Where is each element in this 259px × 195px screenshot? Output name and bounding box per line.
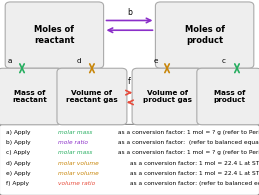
Text: a) Apply: a) Apply xyxy=(6,130,33,135)
Text: b: b xyxy=(127,8,132,17)
Text: Volume of
product gas: Volume of product gas xyxy=(142,90,192,103)
Text: d) Apply: d) Apply xyxy=(6,161,33,166)
Text: e) Apply: e) Apply xyxy=(6,171,33,176)
FancyBboxPatch shape xyxy=(132,68,202,125)
Text: molar volume: molar volume xyxy=(58,161,99,166)
Text: as a conversion factor: (refer to balanced equation coefficient).: as a conversion factor: (refer to balanc… xyxy=(127,181,259,186)
FancyBboxPatch shape xyxy=(0,124,259,195)
Text: c: c xyxy=(221,58,225,64)
Text: as a conversion factor: 1 mol = ? g (refer to Periodic table).: as a conversion factor: 1 mol = ? g (ref… xyxy=(116,150,259,155)
Text: c) Apply: c) Apply xyxy=(6,150,32,155)
Text: molar volume: molar volume xyxy=(58,171,99,176)
Text: as a conversion factor: 1 mol = 22.4 L at STP.: as a conversion factor: 1 mol = 22.4 L a… xyxy=(127,171,259,176)
Text: Mass of
product: Mass of product xyxy=(213,90,245,103)
Text: molar mass: molar mass xyxy=(58,130,93,135)
Text: mole ratio: mole ratio xyxy=(58,140,88,145)
Text: Mass of
reactant: Mass of reactant xyxy=(12,90,47,103)
Text: f) Apply: f) Apply xyxy=(6,181,31,186)
Text: a: a xyxy=(8,58,12,64)
Text: as a conversion factor:  (refer to balanced equation coefficient).: as a conversion factor: (refer to balanc… xyxy=(116,140,259,145)
FancyBboxPatch shape xyxy=(5,2,104,68)
FancyBboxPatch shape xyxy=(155,2,254,68)
FancyBboxPatch shape xyxy=(57,68,127,125)
Text: b) Apply: b) Apply xyxy=(6,140,33,145)
Text: volume ratio: volume ratio xyxy=(58,181,96,186)
FancyBboxPatch shape xyxy=(197,68,259,125)
Text: Volume of
reactant gas: Volume of reactant gas xyxy=(66,90,118,103)
Text: Moles of
product: Moles of product xyxy=(185,25,225,45)
Text: as a conversion factor: 1 mol = 22.4 L at STP.: as a conversion factor: 1 mol = 22.4 L a… xyxy=(127,161,259,166)
Text: molar mass: molar mass xyxy=(58,150,93,155)
Text: as a conversion factor: 1 mol = ? g (refer to Periodic table).: as a conversion factor: 1 mol = ? g (ref… xyxy=(116,130,259,135)
Text: f: f xyxy=(128,77,131,86)
FancyBboxPatch shape xyxy=(0,68,62,125)
Text: e: e xyxy=(154,58,159,64)
Text: Moles of
reactant: Moles of reactant xyxy=(34,25,75,45)
Text: d: d xyxy=(76,58,81,64)
